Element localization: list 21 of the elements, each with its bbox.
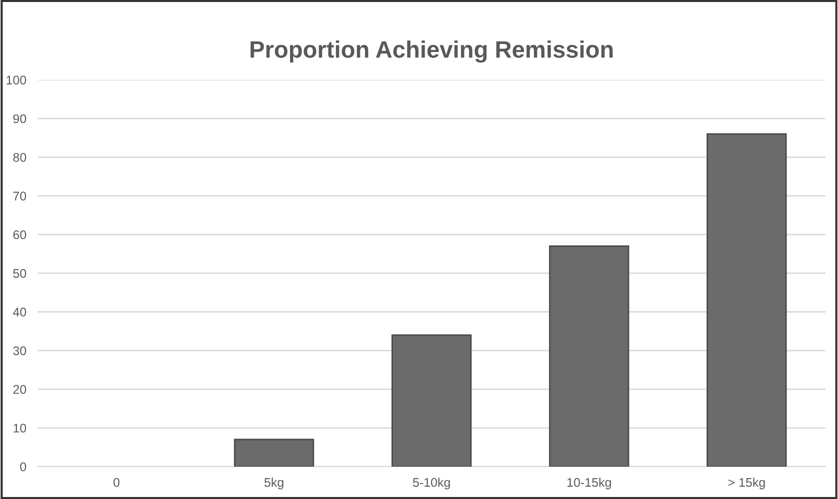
x-tick-label: 10-15kg <box>567 478 611 490</box>
bar <box>234 438 314 467</box>
bar <box>391 334 472 467</box>
x-tick-label: 5kg <box>264 478 284 490</box>
bar <box>549 245 630 467</box>
y-tick-label: 100 <box>6 76 26 84</box>
x-tick-label: 0 <box>113 478 120 487</box>
y-tick-label: 90 <box>13 114 26 124</box>
y-tick-label: 40 <box>12 308 26 317</box>
x-tick-label: 5-10kg <box>412 478 450 490</box>
y-tick-label: 50 <box>13 269 26 278</box>
y-tick-label: 20 <box>13 385 26 394</box>
y-tick-label: 80 <box>13 152 26 162</box>
y-tick-label: 0 <box>20 462 26 472</box>
bar <box>706 133 787 467</box>
chart-title: Proportion Achieving Remission <box>250 40 613 63</box>
y-tick-label: 70 <box>13 192 26 201</box>
y-tick-label: 30 <box>13 346 26 356</box>
x-tick-label: > 15kg <box>728 478 765 490</box>
y-tick-label: 10 <box>14 424 26 433</box>
y-tick-label: 60 <box>13 230 26 240</box>
